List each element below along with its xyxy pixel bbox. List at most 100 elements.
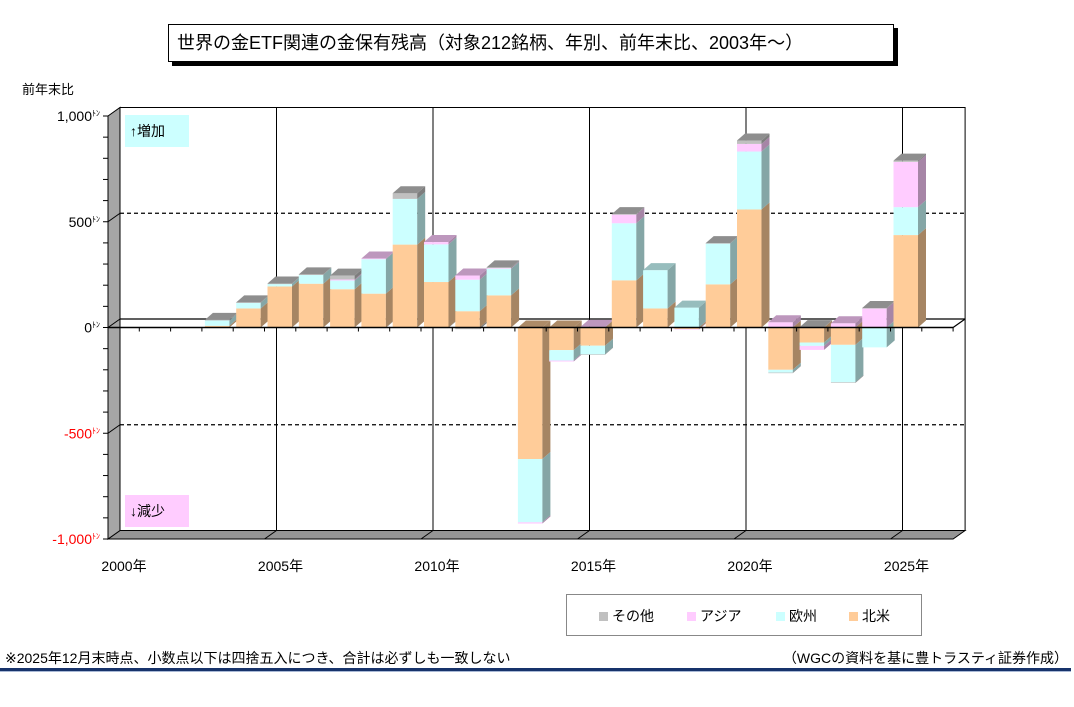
bar-side-asia-2012 bbox=[511, 261, 520, 269]
bar-segment-asia-2008 bbox=[361, 258, 386, 260]
bar-segment-europe-2005 bbox=[267, 283, 292, 287]
bar-segment-north-america-2010 bbox=[424, 282, 449, 328]
bar-segment-north-america-2015 bbox=[580, 327, 605, 346]
bar-side-other-2020 bbox=[761, 133, 770, 144]
bar-side-europe-2008 bbox=[385, 252, 394, 294]
bar-2009 bbox=[392, 186, 426, 328]
bar-side-europe-2025 bbox=[918, 200, 926, 236]
bar-segment-asia-2010 bbox=[424, 242, 449, 245]
bar-side-asia-2022 bbox=[824, 338, 833, 350]
bar-side-other-2022 bbox=[824, 320, 833, 328]
legend-marker-europe bbox=[776, 611, 785, 621]
legend-label-asia: アジア bbox=[700, 608, 742, 624]
bar-side-other-2005 bbox=[292, 276, 300, 284]
bar-segment-europe-2010 bbox=[424, 244, 449, 283]
bar-segment-other-2004 bbox=[236, 302, 261, 303]
bar-side-europe-2014 bbox=[573, 343, 582, 361]
bar-side-asia-2013 bbox=[542, 515, 551, 524]
bar-side-north-america-2004 bbox=[260, 301, 269, 328]
bar-segment-europe-2021 bbox=[768, 369, 793, 373]
bar-top-north-america-2014 bbox=[549, 320, 582, 328]
bar-top-other-2016 bbox=[611, 207, 645, 215]
bar-2008 bbox=[361, 251, 394, 329]
bar-segment-north-america-2007 bbox=[330, 289, 355, 328]
bar-segment-asia-2020 bbox=[737, 143, 762, 152]
bar-segment-north-america-2016 bbox=[611, 280, 637, 328]
bar-side-asia-2023 bbox=[855, 316, 864, 328]
bar-side-europe-2013 bbox=[542, 452, 551, 523]
bar-segment-north-america-2017 bbox=[643, 308, 668, 328]
increase-annotation: ↑増加 bbox=[125, 115, 189, 147]
bar-top-other-2005 bbox=[267, 276, 300, 284]
bar-side-other-2006 bbox=[323, 267, 332, 275]
floor-gridline bbox=[264, 530, 277, 540]
bar-side-other-2025 bbox=[918, 153, 926, 162]
bar-2022 bbox=[799, 320, 833, 350]
source-note: （WGCの資料を基に豊トラスティ証券作成） bbox=[782, 650, 1068, 666]
bar-side-asia-2008 bbox=[385, 251, 394, 260]
bar-segment-other-2016 bbox=[611, 214, 637, 215]
x-tick-label: 2015年 bbox=[571, 558, 616, 574]
bar-2018 bbox=[674, 300, 707, 330]
bar-top-asia-2015 bbox=[580, 319, 613, 327]
bar-segment-europe-2023 bbox=[830, 344, 856, 383]
bar-side-north-america-2010 bbox=[448, 275, 457, 328]
footer-divider bbox=[0, 668, 1071, 671]
bar-side-north-america-2009 bbox=[417, 237, 426, 328]
footnote: ※2025年12月末時点、小数点以下は四捨五入につき、合計は必ずしも一致しない bbox=[5, 650, 511, 666]
bar-segment-europe-2019 bbox=[705, 243, 731, 285]
bar-segment-other-2009 bbox=[392, 193, 418, 199]
bar-segment-europe-2014 bbox=[549, 350, 574, 361]
bar-2024 bbox=[862, 301, 895, 348]
legend-label-europe: 欧州 bbox=[789, 608, 817, 624]
bar-segment-north-america-2023 bbox=[830, 327, 856, 345]
bar-top-other-2007 bbox=[330, 268, 363, 276]
legend-item-north-america: 北米 bbox=[849, 606, 890, 626]
bar-top-asia-2023 bbox=[830, 316, 864, 324]
bar-side-other-2004 bbox=[260, 295, 269, 303]
bar-side-europe-2006 bbox=[323, 267, 332, 284]
bar-side-europe-2011 bbox=[479, 272, 488, 312]
bar-2020 bbox=[737, 133, 770, 328]
bar-side-europe-2015 bbox=[605, 338, 613, 355]
bar-top-other-2025 bbox=[893, 153, 926, 161]
bar-side-europe-2020 bbox=[761, 144, 770, 210]
bar-segment-europe-2012 bbox=[486, 268, 512, 296]
bar-side-europe-2005 bbox=[292, 276, 300, 287]
bar-segment-other-2012 bbox=[486, 267, 512, 269]
bar-segment-europe-2015 bbox=[580, 345, 605, 355]
legend-item-asia: アジア bbox=[687, 606, 741, 626]
bar-side-other-2012 bbox=[511, 260, 520, 269]
bar-2006 bbox=[298, 267, 332, 328]
bar-2025 bbox=[893, 153, 926, 328]
bar-segment-asia-2011 bbox=[455, 275, 480, 280]
bar-side-other-2024 bbox=[886, 301, 895, 309]
bar-side-other-2019 bbox=[730, 236, 739, 244]
bar-2015 bbox=[580, 319, 613, 355]
bar-segment-europe-2006 bbox=[298, 274, 324, 284]
bar-top-other-2024 bbox=[862, 301, 895, 309]
y-tick-label: 500ﾄﾝ bbox=[69, 214, 100, 230]
legend-item-other: その他 bbox=[599, 606, 654, 626]
bar-side-north-america-2019 bbox=[730, 277, 739, 328]
bar-segment-asia-2014 bbox=[549, 360, 574, 362]
bar-side-other-2009 bbox=[417, 186, 426, 199]
bar-side-other-2021 bbox=[792, 365, 801, 374]
bar-segment-north-america-2013 bbox=[517, 327, 543, 460]
bar-segment-asia-2013 bbox=[517, 522, 543, 524]
bar-side-asia-2020 bbox=[761, 136, 770, 152]
bar-segment-asia-2012 bbox=[486, 268, 512, 269]
bar-segment-other-2021 bbox=[768, 372, 793, 374]
bar-segment-asia-2024 bbox=[862, 308, 887, 328]
legend-label-other: その他 bbox=[612, 608, 654, 624]
floor-gridline bbox=[577, 530, 590, 540]
bar-side-north-america-2022 bbox=[824, 320, 833, 343]
bar-segment-europe-2020 bbox=[737, 151, 762, 210]
bar-top-asia-2010 bbox=[424, 235, 457, 243]
bar-segment-other-2005 bbox=[267, 283, 292, 285]
bar-top-other-2022 bbox=[799, 320, 833, 328]
bar-top-europe-2017 bbox=[643, 263, 676, 271]
bar-side-europe-2017 bbox=[667, 263, 676, 309]
bar-2016 bbox=[611, 207, 645, 328]
